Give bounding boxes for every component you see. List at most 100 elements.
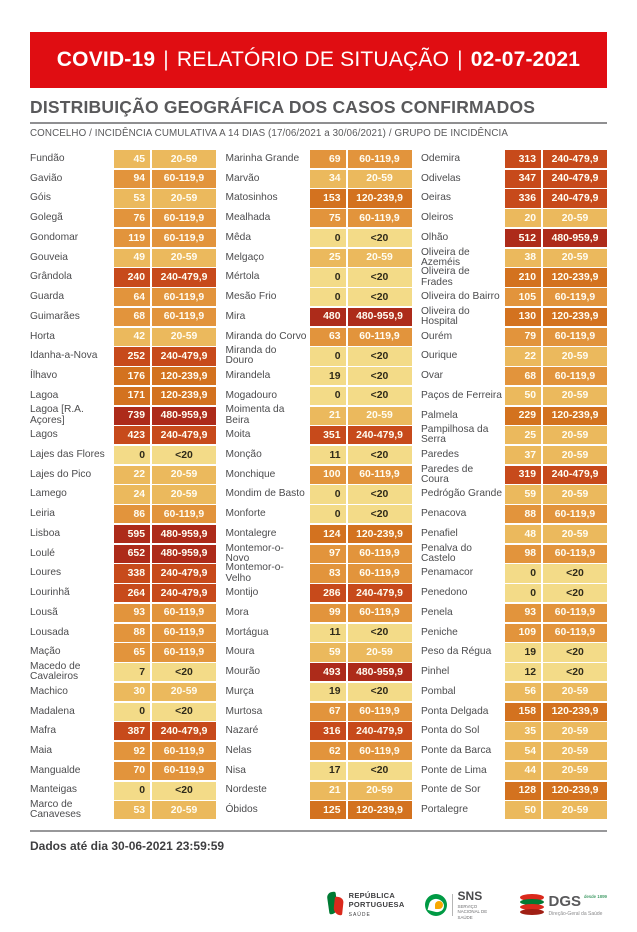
case-count: 22 (114, 465, 150, 484)
case-count: 38 (505, 248, 541, 267)
case-count: 34 (309, 169, 346, 188)
incidence-group: 240-479,9 (347, 722, 412, 741)
municipality-name: Mafra (30, 725, 57, 737)
table-row: Golegã 76 60-119,9 (30, 209, 216, 228)
municipality-name: Ponta do Sol (421, 725, 480, 737)
case-count: 64 (114, 288, 150, 307)
table-row: Monforte 0 <20 (225, 505, 412, 524)
sns-logo: SNS SERVIÇO NACIONAL DE SAÚDE (424, 890, 500, 920)
case-count: 0 (309, 485, 346, 504)
table-row: Mação 65 60-119,9 (30, 643, 216, 662)
case-count: 63 (309, 327, 346, 346)
municipality-name: Monforte (225, 508, 266, 520)
incidence-group: 60-119,9 (152, 169, 216, 188)
incidence-group: 60-119,9 (347, 150, 412, 169)
incidence-group: 20-59 (347, 781, 412, 800)
case-count: 0 (309, 386, 346, 405)
incidence-group: 60-119,9 (543, 288, 607, 307)
incidence-group: <20 (347, 623, 412, 642)
case-count: 0 (309, 288, 346, 307)
incidence-group: 120-239,9 (152, 367, 216, 386)
table-row: Matosinhos 153 120-239,9 (226, 189, 412, 208)
municipality-name: Penalva do Castelo (421, 542, 472, 564)
incidence-group: <20 (543, 564, 607, 583)
case-count: 97 (309, 544, 346, 563)
table-row: Mourão 493 480-959,9 (226, 663, 412, 682)
table-row: Lousada 88 60-119,9 (30, 623, 216, 642)
table-row: Portalegre 50 20-59 (421, 801, 607, 820)
saude-label: SAÚDE (348, 912, 371, 919)
municipality-name: Ourique (421, 350, 458, 362)
case-count: 11 (309, 446, 346, 465)
municipality-name: Pinhel (421, 666, 450, 678)
incidence-group: 20-59 (543, 722, 607, 741)
municipality-name: Mangualde (30, 764, 81, 776)
table-row: Montijo 286 240-479,9 (226, 584, 412, 603)
table-row: Mêda 0 <20 (226, 228, 412, 248)
incidence-group: 60-119,9 (347, 603, 412, 623)
case-count: 92 (114, 742, 150, 761)
table-row: Ponte de Lima 44 20-59 (421, 761, 607, 780)
case-count: 0 (309, 268, 346, 287)
incidence-group: 480-959,9 (152, 406, 216, 425)
municipality-name: Pedrógão Grande (421, 488, 502, 500)
report-page: COVID-19 | RELATÓRIO DE SITUAÇÃO | 02-07… (0, 32, 637, 853)
case-count: 338 (114, 564, 150, 583)
municipality-name: Ponte de Sor (421, 784, 481, 796)
table-row: Paços de Ferreira 50 20-59 (421, 386, 607, 405)
incidence-group: 20-59 (543, 682, 607, 702)
case-count: 48 (505, 524, 541, 544)
case-count: 93 (505, 603, 541, 623)
municipality-name: Ponta Delgada (421, 705, 489, 717)
case-count: 50 (505, 801, 541, 820)
municipality-name: Penedono (421, 587, 468, 599)
incidence-group: 60-119,9 (347, 209, 412, 228)
case-count: 88 (114, 623, 150, 642)
incidence-group: 20-59 (543, 248, 607, 267)
section-subtitle: CONCELHO / INCIDÊNCIA CUMULATIVA A 14 DI… (30, 128, 508, 139)
municipality-name: Gouveia (30, 251, 68, 263)
municipality-name: Lamego (30, 488, 67, 500)
incidence-group: <20 (347, 446, 412, 465)
case-count: 22 (505, 347, 541, 366)
incidence-group: <20 (152, 702, 216, 721)
municipality-name: Mondim de Basto (225, 488, 305, 500)
case-count: 86 (114, 505, 150, 524)
table-row: Mira 480 480-959,9 (225, 307, 412, 327)
table-row: Lisboa 595 480-959,9 (30, 524, 216, 544)
municipality-name: Nisa (225, 764, 246, 776)
municipality-name: Lagoa [R.A. Açores] (30, 404, 84, 426)
case-count: 153 (309, 189, 346, 208)
municipality-name: Murtosa (225, 705, 263, 717)
table-row: Mangualde 70 60-119,9 (30, 761, 216, 780)
case-count: 70 (114, 761, 150, 780)
case-count: 49 (114, 248, 150, 267)
case-count: 53 (114, 189, 150, 208)
case-count: 21 (309, 781, 346, 800)
table-row: Miranda do Douro 0 <20 (226, 346, 412, 366)
case-count: 35 (505, 722, 541, 741)
case-count: 50 (505, 386, 541, 405)
case-count: 128 (505, 781, 541, 800)
municipality-name: Oliveira de Frades (421, 266, 470, 288)
municipality-name: Machico (30, 685, 68, 697)
case-count: 229 (505, 406, 541, 425)
table-row: Pinhel 12 <20 (421, 663, 607, 682)
municipality-name: Palmela (421, 409, 458, 421)
case-count: 30 (114, 682, 150, 702)
incidence-group: 20-59 (543, 761, 607, 780)
table-row: Grândola 240 240-479,9 (30, 268, 216, 287)
table-row: Mesão Frio 0 <20 (226, 288, 412, 307)
table-row: Miranda do Corvo 63 60-119,9 (226, 327, 412, 346)
incidence-group: 20-59 (347, 406, 412, 425)
municipality-name: Penafiel (421, 527, 458, 539)
municipality-name: Melgaço (225, 251, 265, 263)
incidence-group: 240-479,9 (543, 150, 607, 169)
table-row: Penamacor 0 <20 (421, 564, 607, 583)
incidence-group: 240-479,9 (543, 189, 607, 208)
table-row: Murtosa 67 60-119,9 (225, 702, 412, 721)
case-count: 512 (505, 228, 541, 248)
table-row: Mortágua 11 <20 (226, 623, 412, 642)
incidence-group: 480-959,9 (543, 228, 607, 248)
municipality-name: Mira (225, 310, 246, 322)
